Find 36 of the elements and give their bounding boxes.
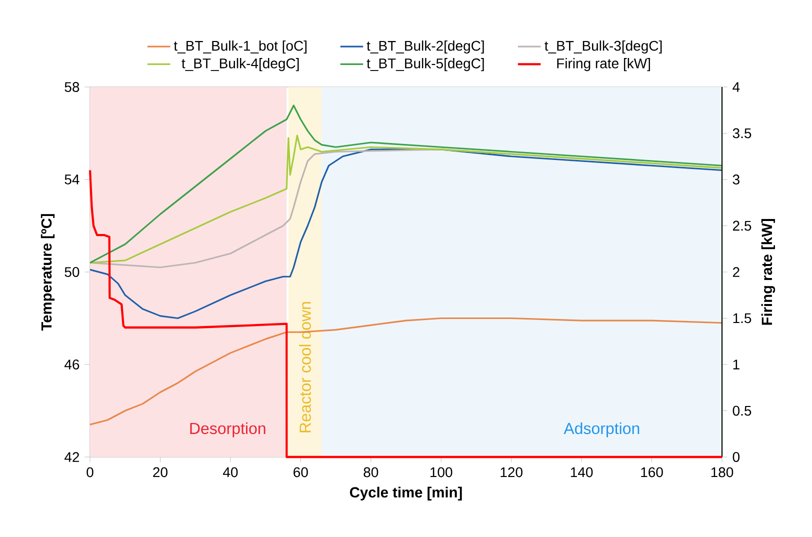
y-tick-label: 42 bbox=[64, 452, 80, 462]
y2-tick-label: 0.5 bbox=[732, 406, 752, 416]
band-label: Desorption bbox=[190, 422, 266, 438]
y2-tick-label: 4 bbox=[732, 82, 740, 92]
y2-tick-label: 3 bbox=[732, 174, 740, 184]
x-tick-label: 120 bbox=[500, 467, 522, 478]
band-label: Adsorption bbox=[564, 422, 640, 438]
y2-tick-label: 1 bbox=[733, 360, 740, 370]
legend-label: t_BT_Bulk-4[degC] bbox=[182, 58, 299, 72]
y-tick-label: 54 bbox=[64, 174, 80, 184]
x-tick-label: 100 bbox=[430, 467, 452, 478]
line-series bbox=[88, 169, 724, 458]
y2-tick-label: 3.5 bbox=[732, 128, 752, 138]
y-tick-label: 58 bbox=[64, 82, 80, 92]
y2-tick-label: 2 bbox=[732, 267, 740, 277]
x-tick-label: 0 bbox=[86, 467, 94, 478]
legend-label: Firing rate [kW] bbox=[557, 58, 650, 72]
x-tick-label: 20 bbox=[153, 467, 168, 478]
x-tick-label: 60 bbox=[294, 467, 308, 478]
x-tick-label: 160 bbox=[641, 467, 663, 478]
x-tick-label: 80 bbox=[364, 467, 378, 478]
x-tick-label: 180 bbox=[711, 467, 734, 478]
legend-label: t_BT_Bulk-5[degC] bbox=[366, 58, 484, 72]
y-tick-label: 50 bbox=[64, 267, 80, 277]
y-tick-label: 46 bbox=[64, 360, 80, 370]
y2-tick-label: 2.5 bbox=[732, 220, 752, 231]
y-axis-title: Temperature [ºC] bbox=[40, 214, 55, 331]
legend-label: t_BT_Bulk-3[degC] bbox=[544, 40, 662, 54]
y2-tick-label: 0 bbox=[732, 452, 740, 462]
x-axis-title: Cycle time [min] bbox=[350, 486, 462, 500]
legend-label: t_BT_Bulk-2[degC] bbox=[366, 40, 484, 54]
legend-label: t_BT_Bulk-1_bot [oC] bbox=[174, 40, 307, 54]
x-tick-label: 40 bbox=[222, 467, 238, 478]
y2-axis-title: Firing rate [kW] bbox=[761, 219, 776, 325]
y2-tick-label: 1.5 bbox=[733, 313, 752, 324]
x-tick-label: 140 bbox=[570, 467, 593, 478]
